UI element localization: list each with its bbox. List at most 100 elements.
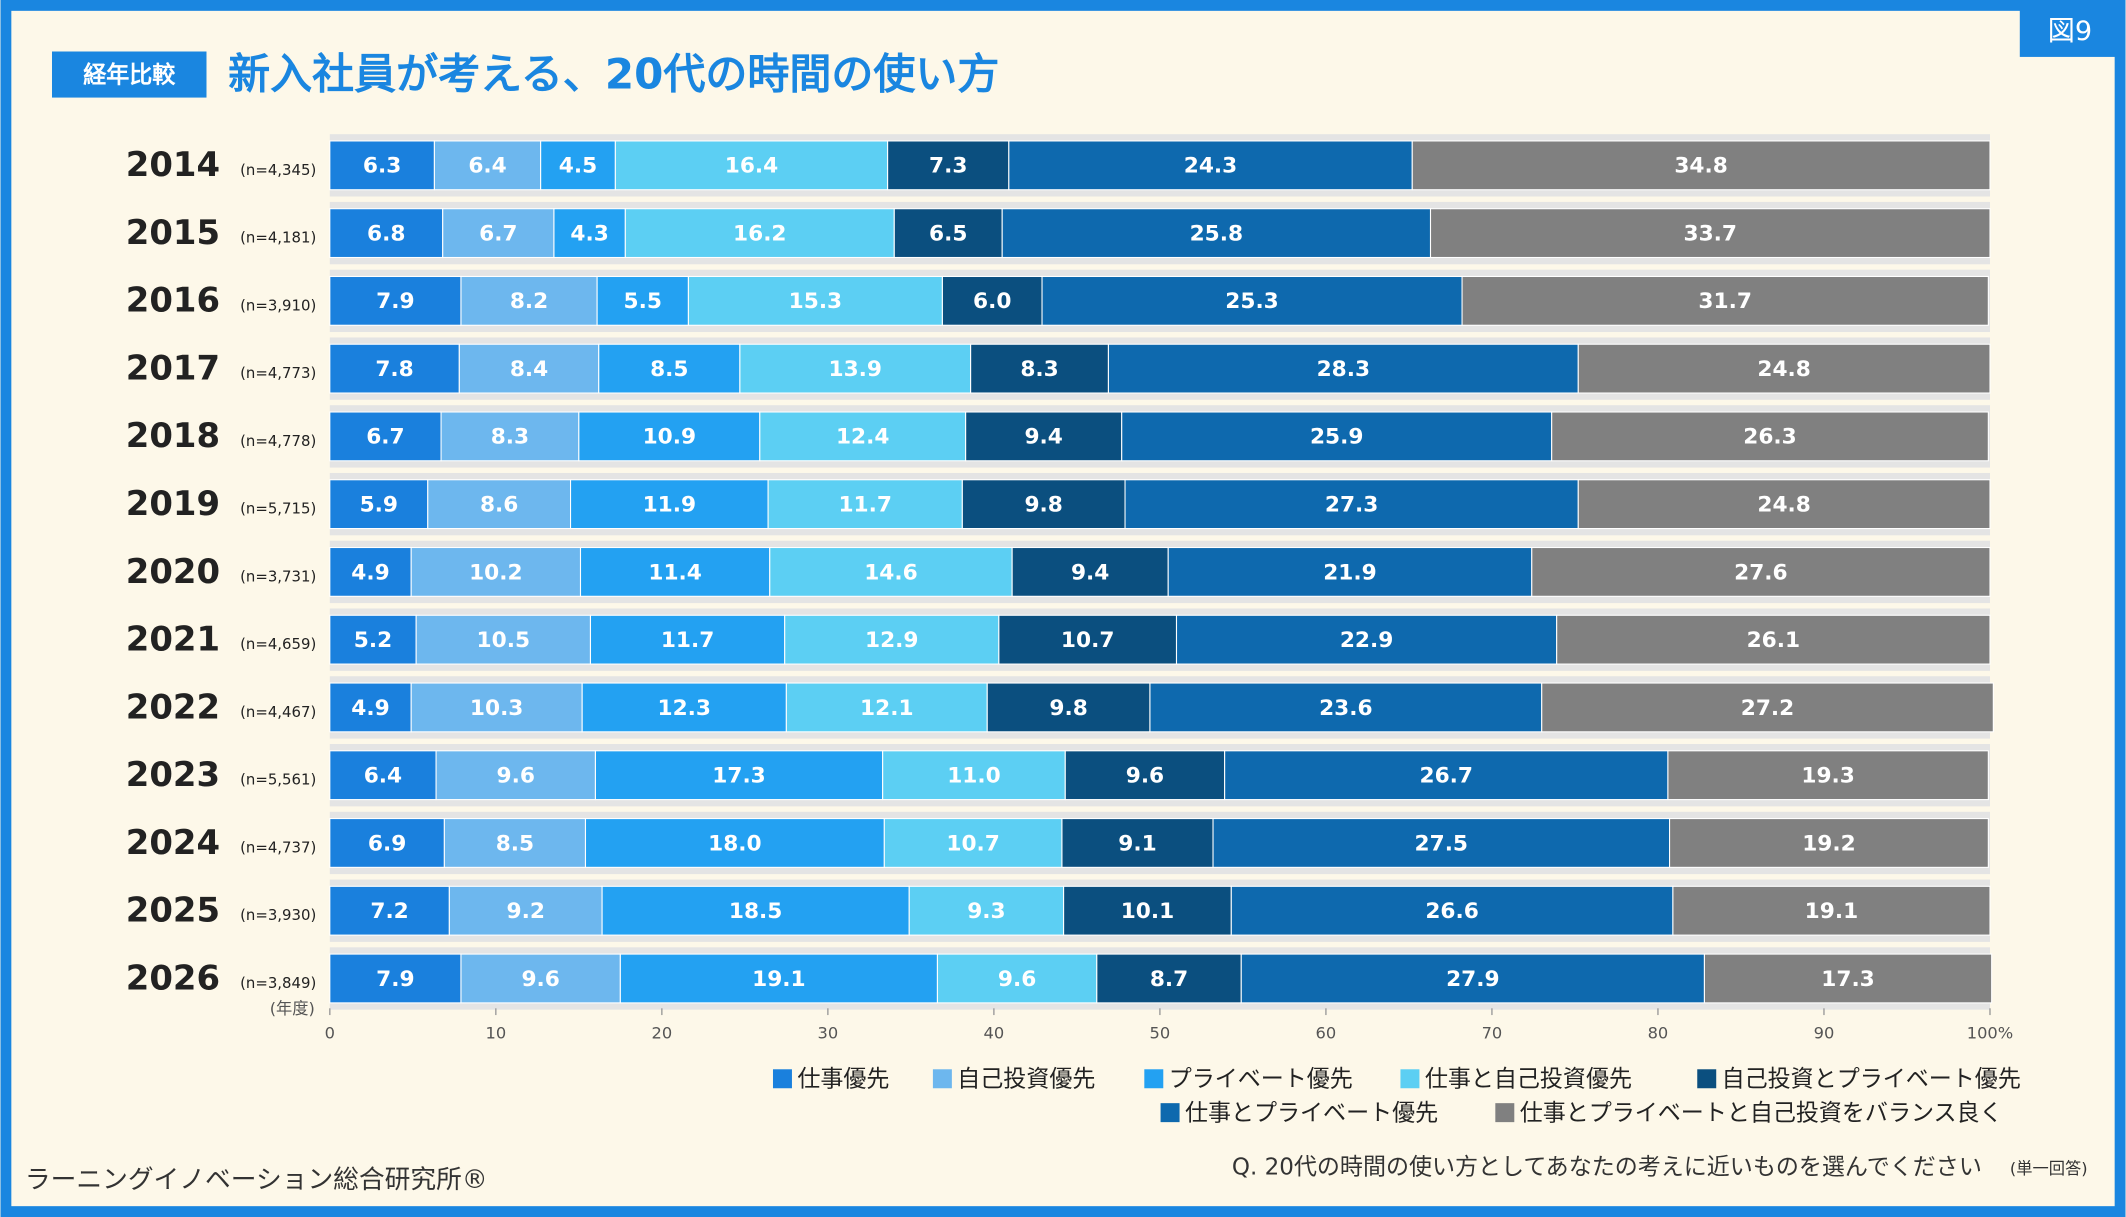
- bar-segment: [415, 614, 592, 665]
- value-label: 7.9: [376, 289, 414, 314]
- bar-segment: [961, 479, 1126, 530]
- bar-segment: [1121, 411, 1553, 462]
- value-label: 7.9: [376, 967, 414, 992]
- category-note: (n=4,778): [240, 432, 316, 450]
- bar-segment: [1577, 343, 1991, 394]
- bar-segment: [1411, 140, 1991, 191]
- value-label: 19.1: [1805, 899, 1858, 924]
- value-label: 27.5: [1415, 831, 1468, 856]
- value-label: 6.4: [468, 154, 506, 179]
- bar-segment: [579, 546, 771, 597]
- bar-segment: [887, 140, 1010, 191]
- bar-segment: [329, 818, 445, 868]
- bar-segment: [1063, 885, 1232, 936]
- value-label: 7.3: [929, 154, 967, 179]
- question-note: (単一回答): [2010, 1159, 2088, 1178]
- legend-label: 自己投資とプライベート優先: [1722, 1067, 2021, 1093]
- value-label: 8.4: [510, 357, 548, 382]
- value-label: 19.2: [1802, 831, 1855, 856]
- value-label: 6.7: [366, 425, 404, 450]
- value-label: 33.7: [1684, 221, 1737, 246]
- bar-segment: [883, 818, 1063, 868]
- x-tick-label: 80: [1648, 1024, 1669, 1043]
- category-label: 2021: [126, 620, 220, 659]
- value-label: 9.6: [998, 967, 1036, 992]
- category-label: 2020: [126, 552, 220, 591]
- bar-segment: [1096, 953, 1242, 1004]
- value-label: 10.7: [946, 831, 999, 856]
- bar-segment: [443, 818, 587, 868]
- x-tick-label: 40: [984, 1024, 1005, 1043]
- value-label: 27.3: [1325, 493, 1378, 518]
- category-label: 2017: [126, 348, 220, 387]
- bar-segment: [1667, 750, 1989, 801]
- value-label: 19.3: [1801, 764, 1854, 789]
- bar-segment: [329, 343, 460, 394]
- value-label: 9.1: [1118, 831, 1156, 856]
- value-label: 8.5: [650, 357, 688, 382]
- value-label: 8.6: [480, 493, 518, 518]
- bar-segment: [584, 818, 885, 868]
- bar-segment: [619, 953, 938, 1004]
- value-label: 11.4: [648, 560, 701, 585]
- bar-segment: [1001, 208, 1432, 259]
- bar-segment: [598, 343, 741, 394]
- category-note: (n=5,561): [240, 771, 316, 789]
- legend-label: 仕事優先: [797, 1067, 889, 1093]
- category-label: 2024: [126, 823, 220, 862]
- bar-segment: [329, 682, 412, 733]
- value-label: 9.8: [1049, 696, 1087, 721]
- value-label: 10.1: [1121, 899, 1174, 924]
- bar-segment: [1167, 546, 1533, 597]
- bar-segment: [589, 614, 786, 665]
- legend-label: 仕事と自己投資優先: [1425, 1067, 1632, 1093]
- bar-segment: [448, 885, 603, 936]
- x-tick-label: 70: [1482, 1024, 1503, 1043]
- category-label: 2022: [126, 687, 220, 726]
- bar-segment: [1041, 275, 1463, 326]
- bar-segment: [965, 411, 1123, 462]
- category-label: 2026: [126, 958, 220, 997]
- value-label: 27.9: [1446, 967, 1499, 992]
- value-label: 7.8: [375, 357, 413, 382]
- category-label: 2025: [126, 891, 220, 930]
- bar-segment: [540, 140, 616, 191]
- value-label: 4.5: [559, 154, 597, 179]
- value-label: 4.9: [351, 696, 389, 721]
- value-label: 9.2: [507, 899, 545, 924]
- legend-swatch: [1160, 1103, 1180, 1123]
- legend-swatch: [1144, 1069, 1164, 1089]
- value-label: 34.8: [1674, 154, 1727, 179]
- bar-segment: [785, 682, 988, 733]
- bar-segment: [460, 953, 621, 1004]
- value-label: 6.7: [479, 221, 517, 246]
- bar-segment: [1551, 411, 1989, 462]
- category-note: (n=3,731): [240, 567, 316, 585]
- value-label: 17.3: [1821, 967, 1874, 992]
- bar-segment: [1064, 750, 1226, 801]
- value-label: 6.5: [929, 221, 967, 246]
- value-label: 26.1: [1747, 628, 1800, 653]
- question: Q. 20代の時間の使い方としてあなたの考えに近いものを選んでください: [1232, 1155, 1982, 1181]
- category-note: (n=3,930): [240, 906, 316, 924]
- category-note: (n=3,910): [240, 296, 316, 314]
- bar-segment: [936, 953, 1098, 1004]
- x-tick-label: 100%: [1967, 1024, 2013, 1043]
- value-label: 6.8: [367, 221, 405, 246]
- value-label: 24.3: [1184, 154, 1237, 179]
- legend-swatch: [1495, 1103, 1515, 1123]
- bar-segment: [596, 275, 689, 326]
- bar-segment: [569, 479, 769, 530]
- x-tick-label: 60: [1316, 1024, 1337, 1043]
- bar-segment: [986, 682, 1151, 733]
- bar-segment: [882, 750, 1066, 801]
- value-label: 11.7: [661, 628, 714, 653]
- bar-segment: [1175, 614, 1558, 665]
- value-label: 13.9: [829, 357, 882, 382]
- value-label: 6.3: [363, 154, 401, 179]
- bar-segment: [427, 479, 572, 530]
- bar-segment: [440, 411, 580, 462]
- legend-label: プライベート優先: [1169, 1067, 1353, 1093]
- badge-box: [51, 51, 207, 98]
